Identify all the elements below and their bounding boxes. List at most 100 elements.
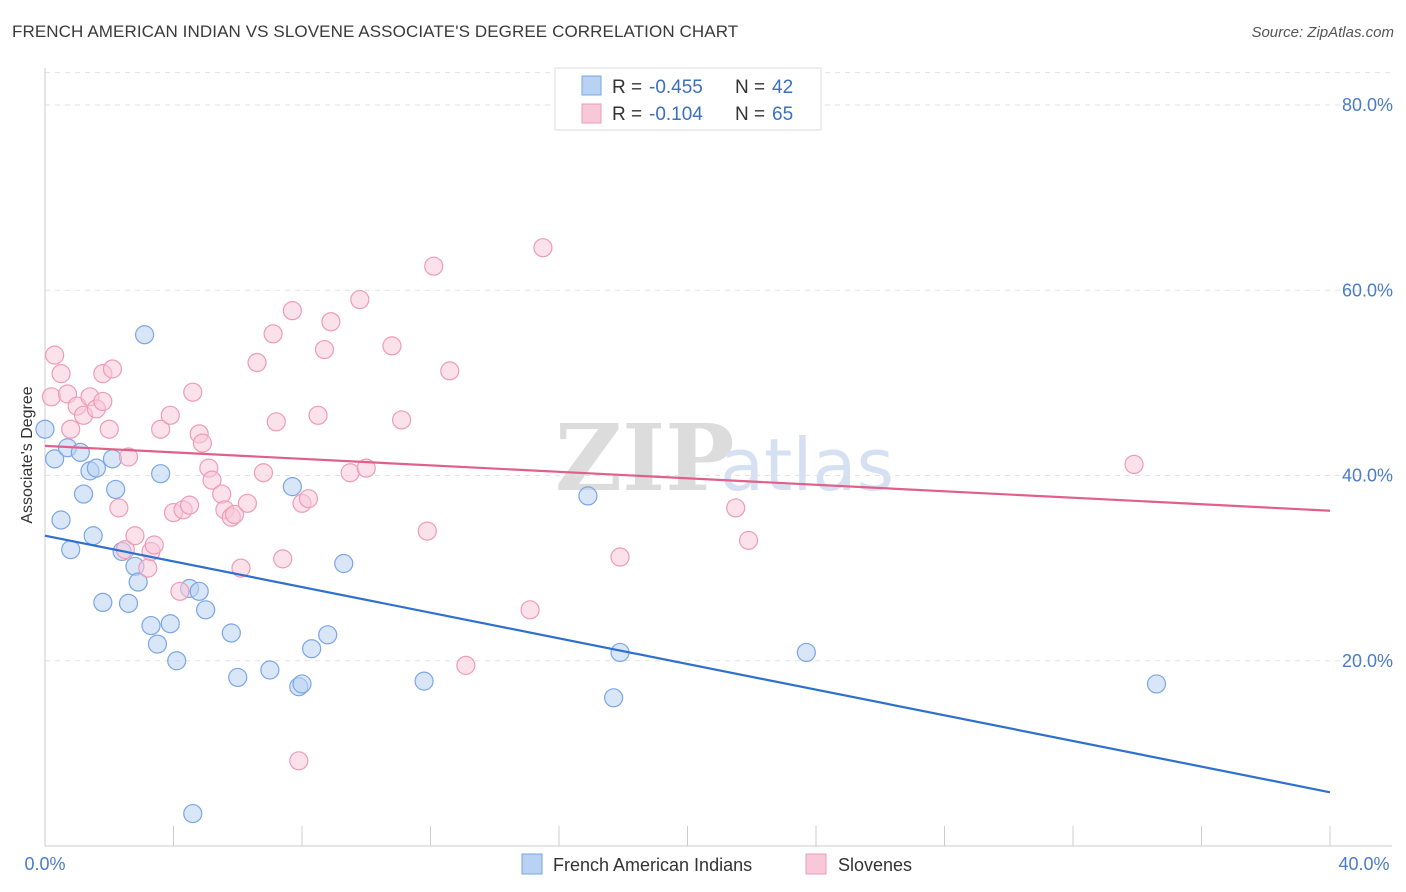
point-slovenes xyxy=(282,301,302,321)
stats-n-label-pink: N = xyxy=(735,104,765,125)
point-french-american-indians xyxy=(51,510,71,530)
point-french-american-indians xyxy=(292,674,312,694)
stats-swatch-blue xyxy=(581,75,602,96)
point-slovenes xyxy=(179,495,200,515)
point-slovenes xyxy=(138,558,158,578)
point-french-american-indians xyxy=(151,464,171,484)
x-tick-marks xyxy=(173,826,1331,846)
stats-n-value-pink: 65 xyxy=(772,104,793,125)
y-tick-labels: 20.0% 40.0% 60.0% 80.0% xyxy=(1342,95,1393,671)
point-slovenes xyxy=(417,521,437,541)
stats-n-label-blue: N = xyxy=(735,77,765,98)
watermark: ZIP atlas xyxy=(555,404,894,512)
legend-swatch-slovenes xyxy=(805,853,827,875)
point-french-american-indians xyxy=(282,477,302,497)
point-slovenes xyxy=(192,433,213,453)
point-french-american-indians xyxy=(189,581,209,601)
x-tick-labels: 0.0% 40.0% xyxy=(24,854,1389,874)
chart-title: FRENCH AMERICAN INDIAN VS SLOVENE ASSOCI… xyxy=(12,22,739,41)
point-slovenes xyxy=(61,419,81,439)
point-french-american-indians xyxy=(93,592,113,613)
point-slovenes xyxy=(151,419,171,439)
point-slovenes xyxy=(224,504,245,525)
point-slovenes xyxy=(41,387,62,407)
point-slovenes xyxy=(520,600,540,620)
point-slovenes xyxy=(456,655,476,675)
point-french-american-indians xyxy=(106,479,126,500)
point-french-american-indians xyxy=(83,526,103,546)
point-french-american-indians xyxy=(70,442,90,462)
point-french-american-indians xyxy=(134,325,155,345)
point-french-american-indians xyxy=(334,553,354,574)
point-french-american-indians xyxy=(147,634,168,654)
stats-swatch-pink xyxy=(581,103,602,124)
point-slovenes xyxy=(340,463,360,483)
point-slovenes xyxy=(93,391,113,412)
point-slovenes xyxy=(1124,454,1144,475)
point-slovenes xyxy=(125,526,145,546)
point-slovenes xyxy=(45,345,65,365)
stats-n-value-blue: 42 xyxy=(772,77,793,98)
point-slovenes xyxy=(144,535,164,555)
point-slovenes xyxy=(99,419,119,439)
point-slovenes xyxy=(263,324,283,344)
stats-r-value-blue: -0.455 xyxy=(649,77,703,98)
point-french-american-indians xyxy=(118,593,139,613)
point-slovenes xyxy=(109,498,129,518)
trend-line-slovenes xyxy=(44,444,1331,512)
y-tick-label: 20.0% xyxy=(1342,651,1393,671)
point-slovenes xyxy=(266,412,286,432)
point-slovenes xyxy=(183,382,203,402)
data-points xyxy=(35,238,1167,824)
point-french-american-indians xyxy=(196,600,216,620)
point-french-american-indians xyxy=(318,625,338,645)
y-tick-label: 40.0% xyxy=(1342,466,1393,486)
x-tick-label-min: 0.0% xyxy=(24,854,65,874)
point-slovenes xyxy=(424,256,444,276)
point-slovenes xyxy=(308,405,328,425)
point-slovenes xyxy=(231,558,251,578)
point-slovenes xyxy=(160,405,180,425)
point-slovenes xyxy=(391,410,412,430)
axes xyxy=(44,68,1392,847)
point-french-american-indians xyxy=(61,540,81,560)
stats-r-value-pink: -0.104 xyxy=(649,104,703,125)
point-slovenes xyxy=(202,470,222,490)
point-slovenes xyxy=(321,312,341,332)
point-slovenes xyxy=(382,336,402,356)
point-french-american-indians xyxy=(1146,674,1167,694)
y-tick-label: 80.0% xyxy=(1342,95,1393,115)
point-slovenes xyxy=(533,238,553,258)
watermark-atlas: atlas xyxy=(720,423,894,507)
point-french-american-indians xyxy=(160,614,180,634)
trend-line-french-american-indians xyxy=(44,534,1331,794)
point-french-american-indians xyxy=(45,449,65,469)
point-french-american-indians xyxy=(302,639,322,659)
legend: French American Indians Slovenes xyxy=(521,853,912,875)
source-label: Source: ZipAtlas.com xyxy=(1251,24,1394,41)
point-slovenes xyxy=(247,352,267,373)
point-french-american-indians xyxy=(604,688,624,708)
stats-box: R = -0.455 N = 42 R = -0.104 N = 65 xyxy=(554,67,822,131)
trend-lines xyxy=(44,444,1331,794)
point-slovenes xyxy=(289,751,309,771)
point-french-american-indians xyxy=(86,458,107,478)
point-slovenes xyxy=(51,364,71,384)
stats-r-label-pink: R = xyxy=(612,104,642,125)
point-slovenes xyxy=(212,484,232,504)
legend-label-french-american-indians: French American Indians xyxy=(553,855,752,875)
point-french-american-indians xyxy=(183,803,203,824)
point-french-american-indians xyxy=(578,486,598,506)
point-slovenes xyxy=(298,489,319,509)
point-slovenes xyxy=(726,498,746,518)
y-tick-label: 60.0% xyxy=(1342,280,1393,300)
point-french-american-indians xyxy=(167,651,187,671)
point-slovenes xyxy=(273,549,293,569)
point-slovenes xyxy=(356,458,376,478)
point-french-american-indians xyxy=(35,419,55,439)
point-slovenes xyxy=(610,547,630,567)
point-french-american-indians xyxy=(260,660,280,680)
point-slovenes xyxy=(102,359,123,379)
point-slovenes xyxy=(253,463,274,483)
